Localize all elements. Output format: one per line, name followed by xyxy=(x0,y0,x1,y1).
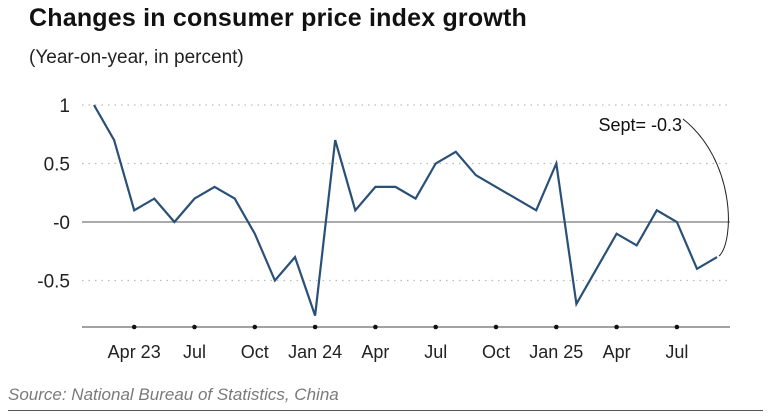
chart-subtitle: (Year-on-year, in percent) xyxy=(29,47,244,68)
annotation-leader xyxy=(682,118,729,257)
y-tick-label: 1 xyxy=(59,96,70,117)
series-line xyxy=(93,104,718,316)
x-tick-dot xyxy=(312,324,318,330)
x-axis: Apr 23 Jul Oct Jan 24 Apr Jul Oct Jan 25 Apr Jul xyxy=(82,324,730,362)
y-tick-label: -0 xyxy=(53,213,70,234)
x-tick-label: Oct xyxy=(241,342,269,362)
line-chart: 1 0.5 -0 -0.5 Apr 23 Jul Oct Jan 24 Apr Jul Oct Ja… xyxy=(37,96,730,362)
x-tick-dot xyxy=(674,324,680,330)
x-tick-dot xyxy=(614,324,619,330)
series-layer xyxy=(93,104,718,316)
annotation-label: Sept= -0.3 xyxy=(598,115,682,135)
x-tick-dot xyxy=(192,324,197,330)
x-tick-label: Jul xyxy=(665,342,688,362)
y-axis: 1 0.5 -0 -0.5 xyxy=(37,96,70,293)
x-tick-dot xyxy=(131,324,137,330)
source-note: Source: National Bureau of Statistics, C… xyxy=(8,385,339,404)
annotation-layer: Sept= -0.3 xyxy=(598,115,729,257)
x-tick-label: Apr xyxy=(361,342,389,362)
x-tick-label: Apr 23 xyxy=(108,342,161,362)
x-tick-label: Apr xyxy=(603,342,631,362)
x-tick-dot xyxy=(554,324,559,330)
x-tick-label: Jul xyxy=(424,342,447,362)
x-tick-dot xyxy=(493,324,499,330)
x-tick-dot xyxy=(252,324,258,330)
y-tick-label: 0.5 xyxy=(44,155,70,176)
x-tick-label: Jan 24 xyxy=(288,342,342,362)
x-tick-dot xyxy=(373,324,378,330)
gridlines xyxy=(82,104,730,282)
x-tick-label: Jul xyxy=(183,342,206,362)
chart-title: Changes in consumer price index growth xyxy=(29,4,527,32)
x-tick-label: Oct xyxy=(482,342,510,362)
bottom-divider xyxy=(8,410,763,411)
y-tick-label: -0.5 xyxy=(37,272,70,293)
x-tick-dot xyxy=(433,324,439,330)
x-tick-label: Jan 25 xyxy=(529,342,583,362)
